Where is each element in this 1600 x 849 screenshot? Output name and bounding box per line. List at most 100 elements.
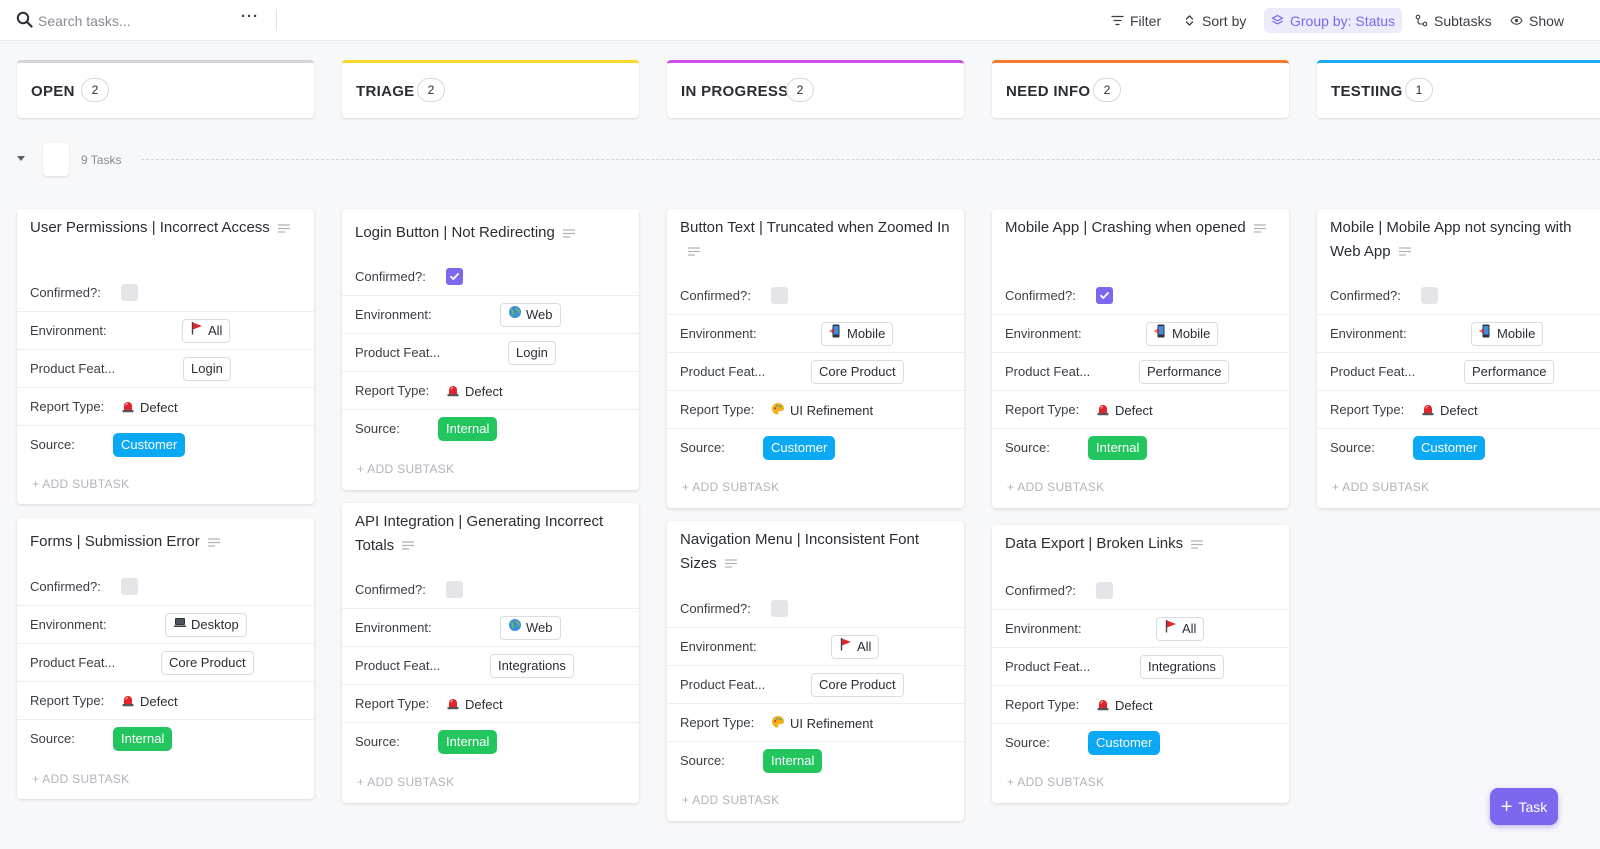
report-type-value-group[interactable]: UI Refinement: [771, 715, 873, 732]
environment-tag[interactable]: Desktop: [165, 613, 247, 637]
confirmed-field: Confirmed?:: [342, 571, 639, 609]
sort-label: Sort by: [1202, 12, 1247, 29]
column-task-count: 2: [81, 78, 109, 102]
report-type-field: Report Type: Defect: [342, 372, 639, 410]
collapse-group-caret-icon[interactable]: [17, 156, 25, 161]
column-header-testiing[interactable]: TESTIING 1: [1317, 60, 1600, 118]
report-type-field: Report Type: Defect: [17, 388, 314, 426]
source-badge[interactable]: Internal: [438, 417, 498, 441]
task-card[interactable]: User Permissions | Incorrect Access Confi…: [17, 209, 314, 504]
task-card[interactable]: Data Export | Broken Links Confirmed?: Env…: [992, 525, 1289, 803]
source-badge[interactable]: Customer: [1413, 436, 1486, 460]
product-feature-tag[interactable]: Integrations: [490, 654, 574, 678]
product-feature-tag[interactable]: Integrations: [1140, 655, 1224, 679]
task-title-text: Button Text | Truncated when Zoomed In: [680, 219, 950, 236]
group-avatar-placeholder: [43, 143, 69, 176]
show-button[interactable]: Show: [1510, 8, 1564, 33]
confirmed-checkbox[interactable]: [1096, 287, 1113, 304]
environment-tag[interactable]: Mobile: [1146, 322, 1219, 346]
source-badge[interactable]: Internal: [763, 749, 823, 773]
add-subtask-link[interactable]: + ADD SUBTASK: [1332, 480, 1430, 494]
task-card[interactable]: Navigation Menu | Inconsistent Font Size…: [667, 521, 964, 821]
report-type-value-group[interactable]: Defect: [446, 696, 503, 713]
confirmed-checkbox[interactable]: [446, 268, 463, 285]
add-subtask-link[interactable]: + ADD SUBTASK: [1007, 775, 1105, 789]
add-subtask-link[interactable]: + ADD SUBTASK: [32, 772, 130, 786]
siren-icon: [121, 693, 135, 710]
environment-tag[interactable]: Mobile: [1471, 322, 1544, 346]
add-subtask-link[interactable]: + ADD SUBTASK: [32, 477, 130, 491]
confirmed-checkbox[interactable]: [771, 600, 788, 617]
product-feature-tag[interactable]: Performance: [1464, 360, 1555, 384]
task-title[interactable]: Forms | Submission Error: [30, 530, 300, 554]
field-label: Product Feat...: [355, 658, 441, 673]
source-badge[interactable]: Customer: [763, 436, 836, 460]
product-feature-tag[interactable]: Login: [183, 357, 231, 381]
environment-tag[interactable]: Web: [500, 616, 561, 640]
report-type-value-group[interactable]: UI Refinement: [771, 402, 873, 419]
field-label: Confirmed?:: [1005, 583, 1076, 598]
product-feature-tag[interactable]: Performance: [1139, 360, 1230, 384]
search-input[interactable]: [38, 10, 238, 32]
product-feature-tag[interactable]: Login: [508, 341, 556, 365]
column-task-count: 2: [1093, 78, 1121, 102]
column-header-open[interactable]: OPEN 2: [17, 60, 314, 118]
search-icon[interactable]: [16, 11, 33, 28]
confirmed-checkbox[interactable]: [771, 287, 788, 304]
task-title[interactable]: Navigation Menu | Inconsistent Font Size…: [680, 528, 950, 575]
add-task-button[interactable]: + Task: [1490, 788, 1558, 825]
column-header-need-info[interactable]: NEED INFO 2: [992, 60, 1289, 118]
add-subtask-link[interactable]: + ADD SUBTASK: [357, 775, 455, 789]
confirmed-checkbox[interactable]: [121, 284, 138, 301]
environment-tag[interactable]: Mobile: [821, 322, 894, 346]
filter-button[interactable]: Filter: [1111, 8, 1161, 33]
report-type-value-group[interactable]: Defect: [1421, 402, 1478, 419]
report-type-value-group[interactable]: Defect: [1096, 402, 1153, 419]
task-card[interactable]: Mobile | Mobile App not syncing with Web…: [1317, 209, 1600, 508]
more-options-button[interactable]: ···: [241, 8, 259, 25]
sort-button[interactable]: Sort by: [1183, 8, 1246, 33]
add-subtask-link[interactable]: + ADD SUBTASK: [357, 462, 455, 476]
product-feature-tag[interactable]: Core Product: [161, 651, 254, 675]
environment-tag[interactable]: All: [182, 319, 231, 343]
task-title[interactable]: Data Export | Broken Links: [1005, 532, 1275, 556]
confirmed-checkbox[interactable]: [446, 581, 463, 598]
task-title[interactable]: Mobile App | Crashing when opened: [1005, 216, 1275, 240]
task-card[interactable]: Mobile App | Crashing when opened Confirm…: [992, 209, 1289, 508]
report-type-value-group[interactable]: Defect: [1096, 697, 1153, 714]
environment-tag[interactable]: Web: [500, 303, 561, 327]
report-type-value-group[interactable]: Defect: [121, 399, 178, 416]
source-badge[interactable]: Internal: [1088, 436, 1148, 460]
source-badge[interactable]: Customer: [113, 433, 186, 457]
add-subtask-link[interactable]: + ADD SUBTASK: [682, 793, 780, 807]
product-feature-tag[interactable]: Core Product: [811, 673, 904, 697]
subtasks-button[interactable]: Subtasks: [1415, 8, 1492, 33]
task-card[interactable]: Button Text | Truncated when Zoomed In Co…: [667, 209, 964, 508]
source-badge[interactable]: Internal: [113, 727, 173, 751]
source-badge[interactable]: Internal: [438, 730, 498, 754]
group-by-button[interactable]: Group by: Status: [1264, 8, 1403, 33]
task-card[interactable]: Forms | Submission Error Confirmed?: Envir…: [17, 518, 314, 799]
confirmed-checkbox[interactable]: [1096, 582, 1113, 599]
task-title[interactable]: User Permissions | Incorrect Access: [30, 216, 300, 240]
confirmed-checkbox[interactable]: [121, 578, 138, 595]
task-title-text: Navigation Menu | Inconsistent Font Size…: [680, 531, 920, 572]
source-badge[interactable]: Customer: [1088, 731, 1161, 755]
task-card[interactable]: API Integration | Generating Incorrect T…: [342, 503, 639, 803]
add-subtask-link[interactable]: + ADD SUBTASK: [1007, 480, 1105, 494]
column-header-triage[interactable]: TRIAGE 2: [342, 60, 639, 118]
task-title[interactable]: Button Text | Truncated when Zoomed In: [680, 216, 950, 263]
task-title[interactable]: API Integration | Generating Incorrect T…: [355, 510, 625, 557]
product-feature-tag[interactable]: Core Product: [811, 360, 904, 384]
environment-tag[interactable]: All: [1156, 617, 1205, 641]
column-header-in-progress[interactable]: IN PROGRESS 2: [667, 60, 964, 118]
environment-tag[interactable]: All: [831, 635, 880, 659]
add-subtask-link[interactable]: + ADD SUBTASK: [682, 480, 780, 494]
report-type-field: Report Type: Defect: [992, 391, 1289, 429]
report-type-value-group[interactable]: Defect: [121, 693, 178, 710]
task-title[interactable]: Login Button | Not Redirecting: [355, 221, 625, 245]
report-type-value-group[interactable]: Defect: [446, 383, 503, 400]
confirmed-checkbox[interactable]: [1421, 287, 1438, 304]
task-card[interactable]: Login Button | Not Redirecting Confirmed?…: [342, 209, 639, 490]
task-title[interactable]: Mobile | Mobile App not syncing with Web…: [1330, 216, 1600, 263]
